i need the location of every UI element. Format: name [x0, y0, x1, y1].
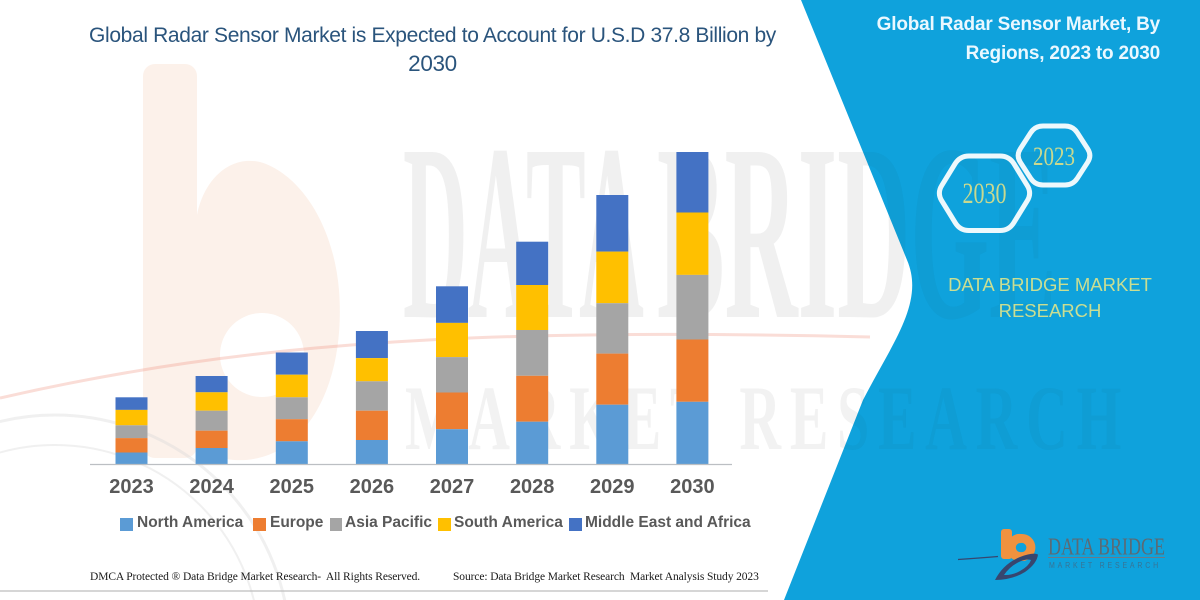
svg-text:MARKET RESEARCH: MARKET RESEARCH: [1049, 561, 1161, 570]
svg-text:2030: 2030: [963, 177, 1007, 210]
svg-text:2023: 2023: [1033, 142, 1075, 171]
svg-text:DATA BRIDGE: DATA BRIDGE: [1048, 535, 1165, 561]
